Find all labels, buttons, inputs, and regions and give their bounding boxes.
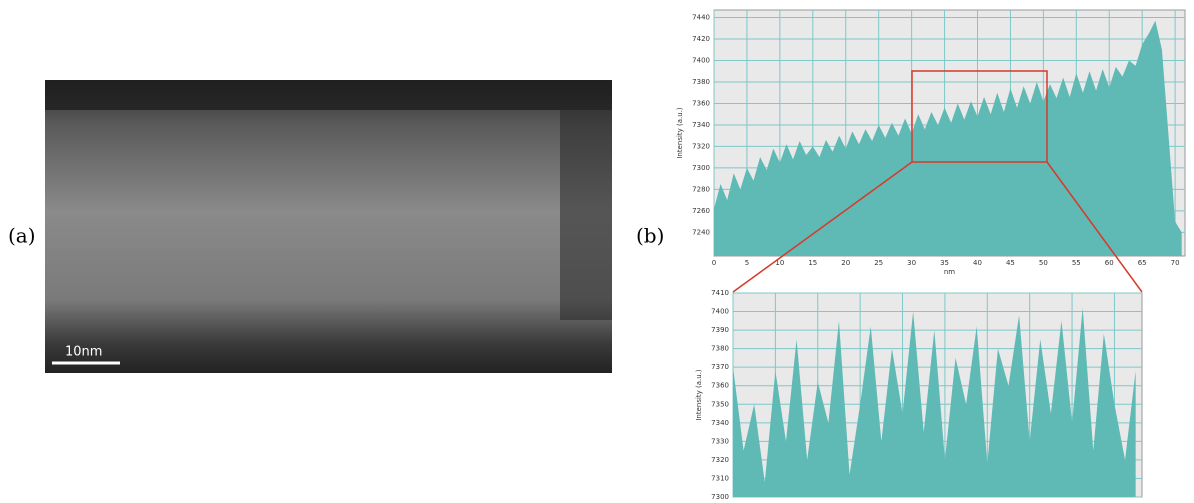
y-tick-label: 7400: [692, 56, 710, 64]
tem-shadow: [45, 80, 612, 110]
area: [714, 20, 1182, 257]
zoom-box: [911, 70, 1048, 163]
x-tick-label: 40: [973, 259, 982, 267]
y-tick-label: 7380: [711, 345, 729, 353]
y-tick-label: 7390: [711, 326, 729, 334]
x-tick-label: 30: [907, 259, 916, 267]
x-tick-label: 45: [1006, 259, 1015, 267]
y-tick-label: 7370: [711, 363, 729, 371]
y-tick-label: 7330: [711, 437, 729, 445]
y-tick-label: 7310: [711, 474, 729, 482]
scale-bar-label: 10nm: [65, 345, 102, 360]
tem-end: [560, 110, 612, 320]
y-axis-label: Intensity (a.u.): [676, 107, 684, 159]
x-tick-label: 25: [874, 259, 883, 267]
y-tick-label: 7420: [692, 35, 710, 43]
x-tick-label: 70: [1171, 259, 1180, 267]
y-tick-label: 7320: [711, 456, 729, 464]
x-tick-label: 50: [1039, 259, 1048, 267]
x-tick-label: 5: [745, 259, 749, 267]
zoom-connector: [732, 161, 913, 293]
y-tick-label: 7360: [692, 99, 710, 107]
x-tick-label: 15: [808, 259, 817, 267]
x-tick-label: 0: [712, 259, 716, 267]
x-tick-label: 20: [841, 259, 850, 267]
panel-label: (a): [8, 224, 36, 248]
y-tick-label: 7400: [711, 308, 729, 316]
y-tick-label: 7280: [692, 185, 710, 193]
area: [733, 307, 1136, 497]
y-tick-label: 7260: [692, 207, 710, 215]
x-tick-label: 60: [1105, 259, 1114, 267]
x-tick-label: 55: [1072, 259, 1081, 267]
charts: 0 5 10 15 20 25 30 35 40 45 50 55 60 65 70 7240 7260 7280…: [676, 9, 1186, 503]
y-tick-label: 7300: [692, 164, 710, 172]
panel-label: (b): [636, 224, 664, 248]
x-tick-label: 10: [775, 259, 784, 267]
tem-image: [45, 80, 612, 373]
y-tick-label: 7340: [692, 121, 710, 129]
y-tick-label: 7440: [692, 14, 710, 22]
x-tick-label: 65: [1138, 259, 1147, 267]
y-tick-label: 7240: [692, 228, 710, 236]
y-tick-label: 7380: [692, 78, 710, 86]
y-tick-label: 7360: [711, 382, 729, 390]
y-tick-label: 7300: [711, 493, 729, 499]
y-tick-label: 7350: [711, 400, 729, 408]
y-tick-label: 7340: [711, 419, 729, 427]
y-tick-label: 7320: [692, 142, 710, 150]
y-tick-label: 7410: [711, 289, 729, 297]
x-tick-label: 35: [940, 259, 949, 267]
x-axis-label: nm: [944, 268, 955, 276]
zoom-connector: [1046, 161, 1143, 293]
y-axis-label: Intensity (a.u.): [695, 369, 703, 421]
